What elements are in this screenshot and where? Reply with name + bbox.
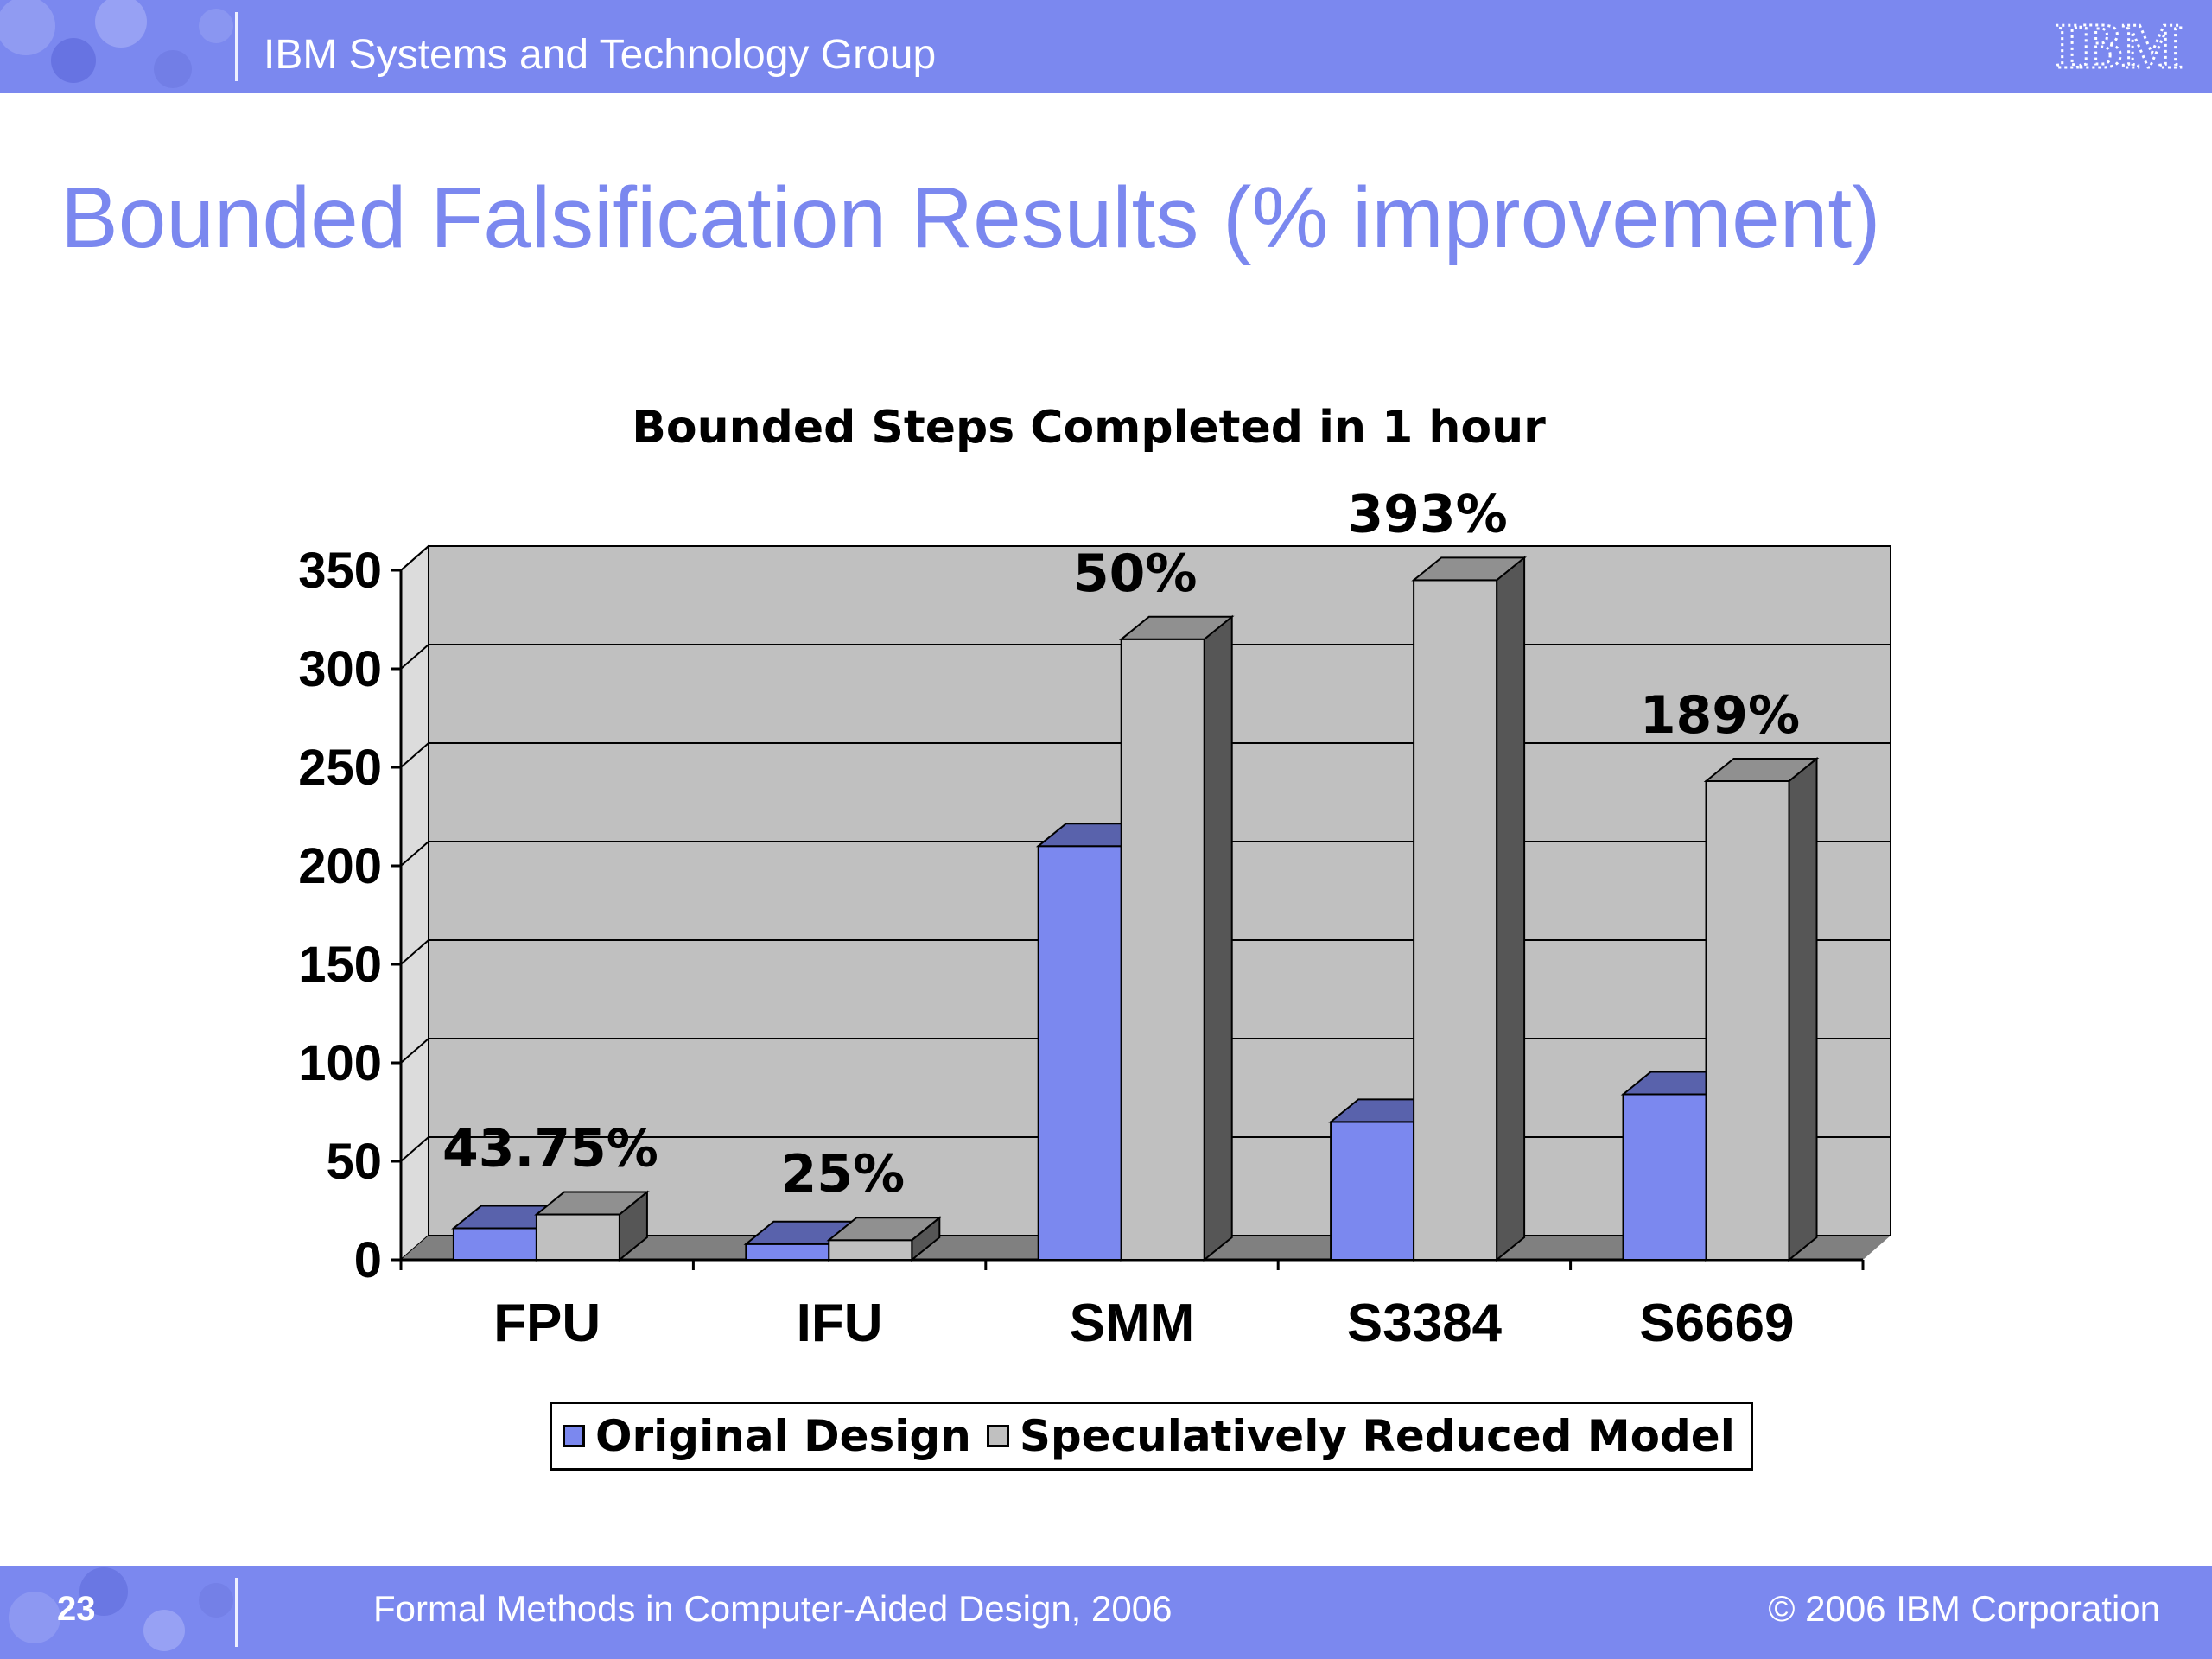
footer-band	[0, 1566, 2212, 1659]
footer-copyright: © 2006 IBM Corporation	[1768, 1588, 2160, 1629]
bar	[1413, 579, 1498, 1261]
x-tick-label: IFU	[797, 1294, 883, 1353]
bar-top	[1411, 556, 1527, 582]
side-wall	[400, 543, 429, 1262]
y-tick-label: 200	[298, 838, 382, 894]
chart-legend: Original Design Speculatively Reduced Mo…	[550, 1402, 1753, 1471]
bar-top	[1118, 615, 1235, 640]
header-decoration	[0, 0, 233, 88]
y-tick-label: 50	[326, 1134, 382, 1190]
svg-text:IBM: IBM	[2055, 11, 2183, 79]
legend-item-original: Original Design	[563, 1411, 971, 1461]
header-divider	[235, 12, 238, 81]
header-title: IBM Systems and Technology Group	[264, 32, 937, 78]
x-tick-label: S3384	[1347, 1294, 1503, 1353]
chart-plot: 0 50 100 150 200 250 300 350 Bounded Steps Compl…	[298, 402, 1891, 1353]
bar-side	[1496, 556, 1526, 1262]
gridline	[400, 1038, 1891, 1064]
footer-divider	[235, 1578, 238, 1647]
bar	[1120, 638, 1205, 1261]
legend-swatch-original	[563, 1425, 585, 1447]
bar-top	[534, 1191, 650, 1216]
bar	[1705, 779, 1790, 1261]
legend-swatch-reduced	[986, 1425, 1009, 1447]
bar	[745, 1243, 830, 1262]
legend-label-reduced: Speculatively Reduced Model	[1019, 1411, 1735, 1461]
y-tick-label: 250	[298, 740, 382, 796]
x-tick-label: FPU	[493, 1294, 601, 1353]
legend-label-original: Original Design	[595, 1411, 971, 1461]
bar	[1330, 1121, 1415, 1262]
data-label: 393%	[1347, 484, 1507, 544]
bar	[535, 1213, 620, 1262]
bar	[452, 1227, 537, 1262]
y-tick-label: 300	[298, 641, 382, 697]
x-tick-label: SMM	[1070, 1294, 1195, 1353]
gridline	[400, 939, 1891, 965]
data-label: 50%	[1073, 543, 1198, 604]
bar	[828, 1239, 913, 1261]
gridline	[400, 841, 1891, 867]
data-label: 189%	[1640, 685, 1800, 746]
footer-conference: Formal Methods in Computer-Aided Design,…	[373, 1588, 1173, 1629]
page-number: 23	[57, 1590, 96, 1628]
gridline	[400, 545, 1891, 571]
ibm-logo: IBM	[2054, 10, 2184, 79]
bar	[1037, 845, 1122, 1261]
gridline	[400, 644, 1891, 670]
legend-item-reduced: Speculatively Reduced Model	[986, 1411, 1735, 1461]
x-tick-label: S6669	[1639, 1294, 1794, 1353]
bar-top	[826, 1217, 943, 1242]
data-label: 43.75%	[442, 1119, 658, 1179]
chart-title: Bounded Steps Completed in 1 hour	[632, 402, 1546, 454]
bar-side	[1788, 756, 1818, 1262]
y-tick-label: 100	[298, 1035, 382, 1091]
bar	[1622, 1093, 1707, 1261]
footer-decoration	[9, 1567, 233, 1651]
y-tick-label: 350	[298, 543, 382, 599]
bar-top	[1703, 757, 1820, 782]
bar-side	[1203, 614, 1233, 1262]
gridline	[400, 742, 1891, 768]
data-label: 25%	[780, 1144, 905, 1205]
header-band: IBM Systems and Technology Group IBM	[0, 0, 2212, 93]
page-title: Bounded Falsification Results (% improve…	[60, 169, 1881, 266]
y-tick-label: 150	[298, 937, 382, 993]
y-tick-label: 0	[354, 1232, 382, 1288]
